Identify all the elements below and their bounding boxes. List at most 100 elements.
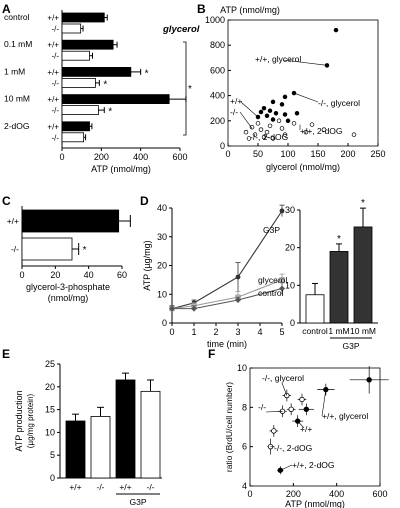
data-point-filled — [270, 99, 276, 105]
y-tick-label: 25 — [45, 359, 55, 369]
scatter-annotation: +/+, 2-dOG — [292, 460, 335, 470]
data-point — [279, 285, 285, 292]
bar — [61, 94, 170, 104]
bar-label: +/+ — [7, 216, 19, 226]
annotation-leader-line — [282, 59, 328, 66]
panel-f-scatter-chart: 0 200 400 600 4 6 8 10 ATP (nmol/mg) ratio (BrdU/… — [224, 363, 389, 508]
bar — [353, 226, 373, 324]
data-point-filled — [273, 110, 279, 116]
category-label: 1 mM — [328, 326, 349, 336]
scatter-annotation: +/+ — [300, 424, 312, 434]
scatter-annotation: +/+, 2-dOG — [300, 126, 343, 136]
category-label: +/+ — [119, 482, 131, 492]
x-axis-label: glycerol (nmol/mg) — [266, 162, 340, 172]
y-axis-label: ATP (µg/mg) — [142, 240, 152, 290]
data-point-open — [246, 136, 252, 141]
x-tick-label: 60 — [117, 270, 127, 280]
annotation-leader-line — [265, 410, 283, 413]
scatter-annotation: -/-, 2-dOG — [274, 443, 312, 453]
panel-letter-a: A — [2, 2, 11, 16]
x-axis-label: time (min) — [207, 339, 247, 349]
scatter-annotation: +/+, glycerol — [255, 54, 301, 64]
genotype-label: -/- — [51, 25, 59, 34]
genotype-label: +/+ — [47, 68, 59, 77]
y-tick-label: 30 — [157, 232, 167, 242]
x-tick-label: 200 — [286, 489, 301, 499]
x-tick-label: 250 — [370, 149, 385, 159]
significance-mark: * — [145, 68, 149, 79]
y-axis-label: ATP production — [14, 390, 24, 451]
series-label: G3P — [263, 225, 280, 235]
y-tick-label: 10 — [285, 280, 295, 290]
significance-mark: * — [337, 234, 341, 245]
y-tick-label: 40 — [157, 203, 167, 213]
x-tick-label: 1 — [191, 327, 196, 337]
data-point-open — [249, 124, 255, 130]
bar — [61, 105, 99, 115]
y-tick-label: 4 — [242, 481, 247, 491]
bar — [61, 50, 90, 61]
bar-label: -/- — [11, 244, 19, 254]
group-label: 10 mM — [4, 94, 30, 104]
x-axis-label: ATP (nmol/mg) — [91, 164, 151, 174]
y-tick-label: 0 — [162, 318, 167, 328]
data-point-filled — [267, 108, 273, 113]
y-tick-label: 15 — [45, 405, 55, 415]
x-tick-label: 200 — [94, 152, 109, 162]
x-tick-label: 2 — [213, 327, 218, 337]
y-tick-label: 6 — [242, 442, 247, 452]
bar — [21, 209, 120, 233]
bar — [61, 121, 90, 132]
bar — [21, 237, 73, 261]
data-point-open — [252, 132, 258, 137]
x-tick-label: 600 — [372, 489, 387, 499]
data-point — [279, 208, 285, 214]
y-axis-label: ratio (BrdU/cell number) — [224, 382, 234, 472]
scatter-annotation: -/-, glycerol — [318, 98, 360, 108]
data-point — [235, 297, 241, 303]
x-tick-label: 40 — [84, 270, 94, 280]
data-point-filled — [366, 377, 372, 383]
bar — [61, 12, 105, 23]
genotype-label: -/- — [51, 52, 59, 61]
plot-frame — [249, 367, 381, 487]
data-point-filled — [282, 94, 288, 100]
x-axis-label-unit: (nmol/mg) — [48, 293, 89, 303]
y-tick-label: 10 — [237, 363, 247, 373]
x-tick-label: 600 — [172, 152, 187, 162]
series-label: glycerol — [258, 275, 287, 285]
significance-bracket — [183, 41, 187, 136]
data-point-filled — [285, 118, 291, 124]
y-tick-label: 0 — [50, 473, 55, 483]
data-point-open — [299, 396, 305, 403]
data-point-open — [282, 132, 288, 137]
data-point-filled — [333, 27, 339, 33]
data-point-filled — [264, 113, 270, 119]
bar — [140, 390, 161, 479]
plot-frame — [227, 19, 379, 147]
panel-e-bar-chart: 0 5 10 15 20 25 ATP production (µg/mg protein) +… — [14, 359, 162, 507]
bracket-significance-mark: * — [188, 84, 192, 95]
y-tick-label: 10 — [45, 427, 55, 437]
scatter-annotation: +/+ — [230, 96, 242, 106]
group-label: 2-dOG — [4, 121, 30, 131]
data-point — [191, 305, 197, 312]
genotype-label: +/+ — [47, 14, 59, 23]
annotation-leader-line — [263, 135, 271, 139]
y-tick-label: 5 — [50, 450, 55, 460]
category-label: 10 mM — [350, 326, 376, 336]
group-label: 1 mM — [4, 66, 25, 76]
genotype-label: -/- — [51, 79, 59, 88]
y-tick-label: 0 — [220, 141, 225, 151]
data-point — [169, 305, 175, 312]
data-point-open — [243, 129, 249, 135]
y-tick-label: 400 — [210, 91, 225, 101]
panel-letter-d: D — [140, 194, 149, 208]
annotation-leader-line — [321, 389, 327, 417]
data-point — [279, 277, 285, 283]
bar — [61, 23, 82, 34]
bar — [90, 416, 111, 479]
series-line — [171, 279, 283, 310]
annotation-leader-line — [281, 382, 288, 396]
data-point-open — [270, 136, 276, 141]
